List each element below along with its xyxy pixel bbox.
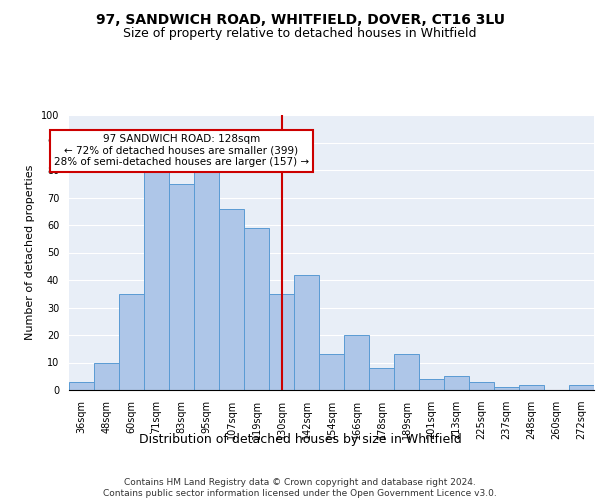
Bar [494, 387, 519, 390]
Bar [344, 335, 369, 390]
Bar [394, 354, 419, 390]
Text: 97 SANDWICH ROAD: 128sqm
← 72% of detached houses are smaller (399)
28% of semi-: 97 SANDWICH ROAD: 128sqm ← 72% of detach… [54, 134, 309, 168]
Bar [569, 384, 594, 390]
Bar [144, 164, 169, 390]
Bar [269, 294, 294, 390]
Bar [369, 368, 394, 390]
Text: Contains HM Land Registry data © Crown copyright and database right 2024.
Contai: Contains HM Land Registry data © Crown c… [103, 478, 497, 498]
Text: 97, SANDWICH ROAD, WHITFIELD, DOVER, CT16 3LU: 97, SANDWICH ROAD, WHITFIELD, DOVER, CT1… [95, 12, 505, 26]
Bar [244, 228, 269, 390]
Bar [119, 294, 144, 390]
Bar [69, 382, 94, 390]
Bar [194, 164, 219, 390]
Bar [419, 379, 444, 390]
Bar [94, 362, 119, 390]
Bar [319, 354, 344, 390]
Text: Distribution of detached houses by size in Whitfield: Distribution of detached houses by size … [139, 432, 461, 446]
Bar [294, 274, 319, 390]
Bar [469, 382, 494, 390]
Text: Size of property relative to detached houses in Whitfield: Size of property relative to detached ho… [123, 28, 477, 40]
Y-axis label: Number of detached properties: Number of detached properties [25, 165, 35, 340]
Bar [219, 208, 244, 390]
Bar [519, 384, 544, 390]
Bar [444, 376, 469, 390]
Bar [169, 184, 194, 390]
